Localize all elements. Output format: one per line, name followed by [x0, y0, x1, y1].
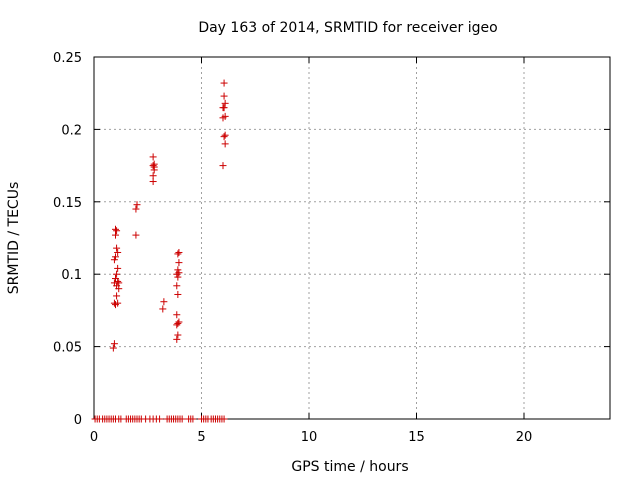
data-point	[175, 248, 183, 256]
data-point	[174, 290, 182, 298]
y-tick-label: 0.25	[53, 51, 82, 66]
data-point	[149, 172, 157, 180]
data-point	[109, 344, 117, 352]
y-tick-label: 0	[74, 413, 82, 428]
data-point	[113, 270, 121, 278]
chart-title: Day 163 of 2014, SRMTID for receiver ige…	[198, 20, 497, 36]
data-point	[221, 112, 229, 120]
data-point	[149, 153, 157, 161]
y-axis-label: SRMTID / TECUs	[6, 182, 22, 295]
x-tick-label: 20	[516, 430, 533, 445]
data-point	[221, 131, 229, 139]
data-point	[220, 415, 228, 423]
data-point	[220, 92, 228, 100]
data-point	[175, 269, 183, 277]
x-tick-label: 15	[408, 430, 425, 445]
x-tick-label: 5	[197, 430, 205, 445]
data-point	[156, 415, 164, 423]
data-point	[112, 225, 119, 233]
data-point	[220, 79, 228, 87]
data-point	[133, 201, 141, 209]
data-point	[113, 244, 121, 252]
data-point	[114, 299, 122, 307]
data-point	[113, 227, 121, 235]
data-point	[113, 292, 121, 300]
data-point	[175, 259, 183, 267]
data-point	[178, 415, 186, 423]
data-point	[115, 279, 123, 287]
x-tick-label: 10	[301, 430, 318, 445]
data-point	[173, 282, 181, 290]
data-point	[114, 248, 122, 256]
data-point	[174, 250, 182, 258]
data-point	[132, 231, 140, 239]
data-point	[114, 264, 122, 272]
data-point	[221, 99, 229, 107]
data-point	[174, 273, 182, 281]
data-point	[150, 163, 158, 171]
data-point	[159, 305, 167, 313]
data-point	[220, 133, 228, 141]
y-tick-label: 0.15	[53, 196, 82, 211]
grid-lines	[94, 57, 610, 419]
data-point	[112, 275, 119, 283]
data-point	[175, 318, 183, 326]
data-point	[160, 298, 168, 306]
data-point	[189, 415, 197, 423]
data-point	[174, 266, 182, 274]
data-point	[132, 205, 140, 213]
data-point	[112, 253, 119, 261]
data-point	[110, 256, 118, 264]
data-point	[173, 311, 181, 319]
plot-frame	[93, 56, 611, 420]
data-point	[110, 340, 118, 348]
data-point	[149, 162, 157, 170]
data-point	[219, 104, 227, 112]
y-tick-label: 0.2	[61, 123, 82, 138]
y-tick-label: 0.1	[61, 268, 82, 283]
x-axis-label: GPS time / hours	[291, 459, 408, 475]
y-tick-label: 0.05	[53, 341, 82, 356]
data-points	[91, 79, 229, 423]
x-tick-label: 0	[90, 430, 98, 445]
data-point	[219, 162, 227, 170]
axis-ticks: 0 5 10 15 20 0 0.05 0.1 0.15 0.2 0.25	[53, 51, 610, 445]
data-point	[174, 331, 182, 339]
data-point	[173, 335, 181, 343]
data-point	[174, 319, 182, 327]
data-point	[221, 140, 229, 148]
